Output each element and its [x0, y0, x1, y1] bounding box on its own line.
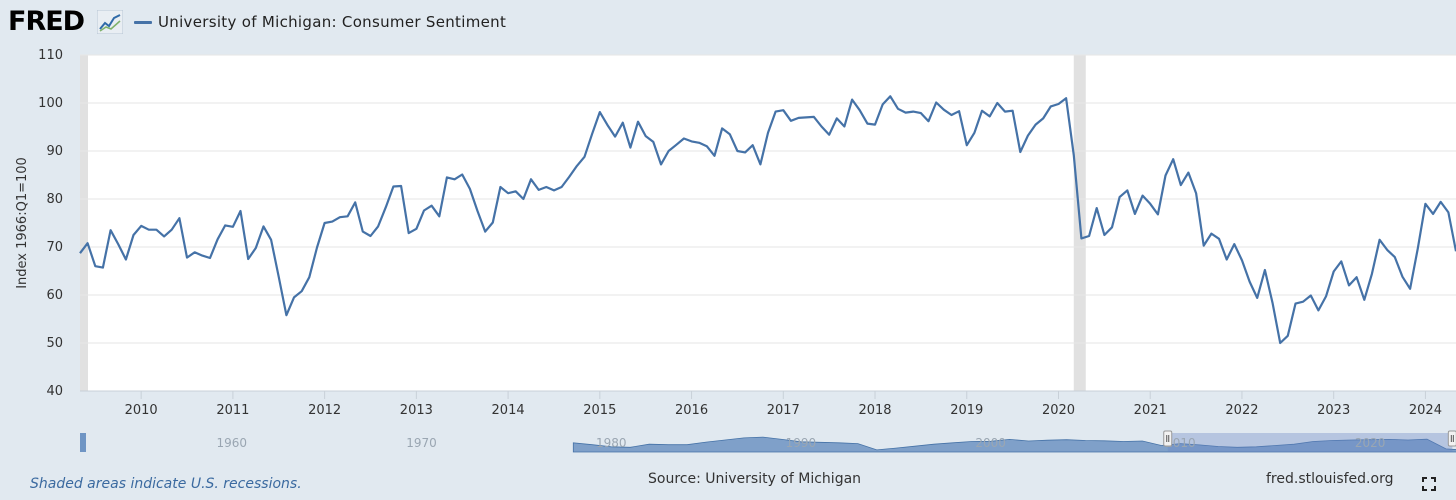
y-tick-label: 110 — [38, 48, 63, 63]
navigator-selection — [1167, 433, 1453, 452]
navigator-left-edge — [80, 433, 86, 452]
x-tick-label: 2010 — [125, 403, 158, 418]
x-tick-label: 2021 — [1134, 403, 1167, 418]
x-tick-label: 2012 — [308, 403, 341, 418]
y-tick-label: 80 — [46, 192, 63, 207]
fred-logo[interactable]: FRED — [8, 6, 85, 37]
x-tick-label: 2018 — [858, 403, 891, 418]
recession-band — [80, 55, 88, 391]
navigator-tick-label: 2000 — [975, 436, 1006, 450]
x-tick-label: 2014 — [492, 403, 525, 418]
handle-body — [1163, 430, 1173, 447]
fullscreen-icon[interactable] — [1422, 477, 1436, 491]
source-note: Source: University of Michigan — [648, 471, 862, 487]
x-tick-label: 2015 — [583, 403, 616, 418]
y-tick-label: 90 — [46, 144, 63, 159]
series-line — [79, 95, 1456, 345]
x-tick-label: 2017 — [767, 403, 800, 418]
legend-series-label: University of Michigan: Consumer Sentime… — [158, 13, 507, 31]
y-axis-title: Index 1966:Q1=100 — [15, 157, 30, 289]
x-tick-label: 2024 — [1409, 403, 1442, 418]
y-tick-label: 70 — [46, 240, 63, 255]
y-tick-label: 100 — [38, 96, 63, 111]
x-tick-label: 2022 — [1225, 403, 1258, 418]
site-link[interactable]: fred.stlouisfed.org — [1266, 471, 1394, 487]
y-tick-label: 60 — [46, 288, 63, 303]
plot-area — [88, 55, 1456, 391]
navigator-area — [572, 436, 1456, 453]
navigator-tick-label: 1990 — [786, 436, 817, 450]
handle-body — [1447, 430, 1456, 447]
legend-line-swatch — [134, 20, 152, 24]
navigator-tick-label: 2020 — [1355, 436, 1386, 450]
x-tick-label: 2023 — [1317, 403, 1350, 418]
navigator-handle-right[interactable] — [1447, 430, 1456, 447]
y-tick-label: 50 — [46, 336, 63, 351]
navigator-tick-label: 1970 — [406, 436, 437, 450]
chart-header: FRED University of Michigan: Consumer Se… — [0, 0, 1456, 44]
x-tick-label: 2016 — [675, 403, 708, 418]
navigator-tick-label: 1980 — [596, 436, 627, 450]
chart-svg[interactable]: 40 50 60 70 80 90 100 110 Index 1966:Q1=100 2010 2… — [0, 40, 1456, 465]
fred-chart-logo-icon — [97, 10, 123, 34]
y-tick-label: 40 — [46, 384, 63, 399]
recession-note: Shaded areas indicate U.S. recessions. — [30, 476, 302, 492]
chart-legend[interactable]: University of Michigan: Consumer Sentime… — [134, 12, 506, 32]
x-tick-label: 2011 — [216, 403, 249, 418]
x-tick-label: 2020 — [1042, 403, 1075, 418]
navigator-tick-label: 2010 — [1165, 436, 1196, 450]
x-tick-label: 2013 — [400, 403, 433, 418]
navigator-tick-label: 1960 — [217, 436, 248, 450]
x-tick-label: 2019 — [950, 403, 983, 418]
navigator-handle-left[interactable] — [1163, 430, 1173, 447]
